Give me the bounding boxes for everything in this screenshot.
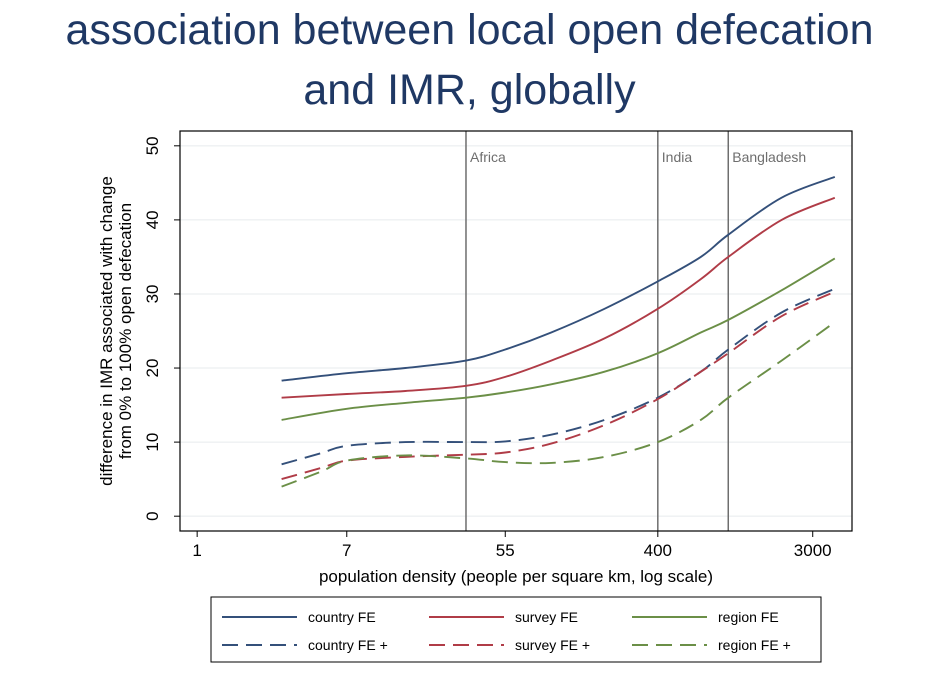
- x-axis-label: population density (people per square km…: [319, 567, 713, 586]
- legend-label: survey FE: [515, 609, 578, 625]
- reference-label: Bangladesh: [732, 149, 806, 165]
- legend-label: region FE: [718, 609, 779, 625]
- legend-label: country FE: [308, 609, 376, 625]
- legend-label: region FE +: [718, 637, 791, 653]
- y-tick-label: 30: [143, 285, 162, 304]
- series-line-survey-fe-plus: [281, 290, 836, 481]
- series-line-country-fe: [281, 176, 836, 382]
- x-tick-label: 55: [496, 541, 515, 560]
- legend-label: survey FE +: [515, 637, 590, 653]
- page-title: association between local open defecatio…: [0, 0, 939, 120]
- series-line-survey-fe: [281, 196, 836, 399]
- x-tick-label: 3000: [794, 541, 832, 560]
- series-line-region-fe: [281, 257, 836, 421]
- x-tick-label: 7: [342, 541, 351, 560]
- x-tick-label: 1: [192, 541, 201, 560]
- y-tick-label: 10: [143, 433, 162, 452]
- series-lines: [281, 176, 836, 488]
- y-axis: 0 10 20 30 40 50: [143, 136, 180, 521]
- y-axis-label-line-1: difference in IMR associated with change: [97, 176, 116, 486]
- legend: country FE survey FE region FE country FE +…: [210, 596, 822, 663]
- reference-lines: Africa India Bangladesh: [465, 131, 806, 531]
- title-line-1: association between local open defecatio…: [65, 6, 874, 54]
- series-line-region-fe-plus: [281, 321, 836, 488]
- x-tick-label: 400: [644, 541, 672, 560]
- plot-frame: [179, 130, 853, 532]
- y-tick-label: 0: [143, 511, 162, 520]
- y-tick-label: 20: [143, 359, 162, 378]
- grid-lines: [180, 145, 852, 517]
- reference-label: India: [662, 149, 693, 165]
- title-line-2: and IMR, globally: [303, 66, 636, 114]
- y-tick-label: 40: [143, 210, 162, 229]
- legend-label: country FE +: [308, 637, 388, 653]
- reference-label: Africa: [470, 149, 506, 165]
- y-axis-label-line-2: from 0% to 100% open defecation: [116, 203, 135, 459]
- x-axis: 1 7 55 400 3000: [192, 531, 832, 560]
- legend-box: [210, 596, 822, 663]
- series-line-country-fe-plus: [281, 287, 836, 466]
- y-tick-label: 50: [143, 136, 162, 155]
